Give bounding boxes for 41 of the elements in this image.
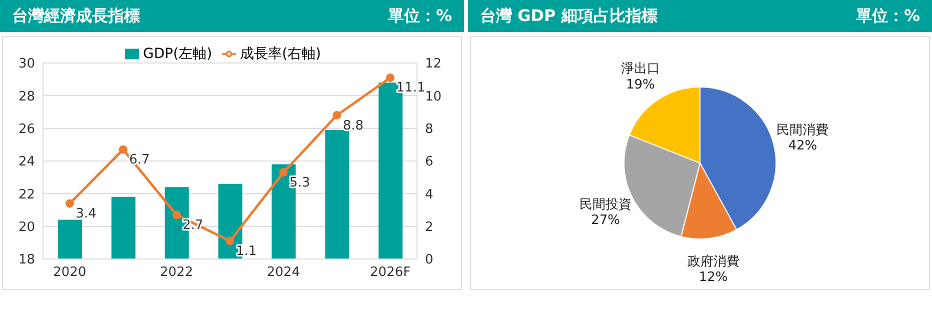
y-tick-label: 18 [18,252,35,268]
data-label: 19% [626,77,655,92]
y2-tick-label: 4 [425,187,434,202]
chart-title: 台灣經濟成長指標 [12,6,140,26]
y-tick-label: 28 [18,89,35,104]
y-tick-label: 22 [18,187,35,202]
point [226,236,234,246]
text: 單位：% [856,6,920,26]
y-tick-label: 26 [18,122,35,137]
point [65,199,74,208]
data-label: 27% [591,213,620,228]
point [386,73,395,82]
y2-tick-label: 6 [425,154,434,170]
slice-label: 民間消費 [776,123,829,138]
y2-tick-label: 8 [425,122,434,137]
slice-label: 政府消費 [687,254,740,270]
data-label: 42% [788,138,818,154]
chart-subtitle: 單位：% [388,6,452,26]
legend-label: 成長率(右軸) [240,46,321,62]
y-tick-label: 30 [18,56,35,72]
point [118,145,128,154]
x-tick-label: 2024 [266,265,300,280]
point [332,111,342,120]
chart-title: 台灣 GDP 細項占比指標 [480,6,658,26]
y2-tick-label: 10 [425,89,442,104]
x-tick-label: 2022 [160,265,194,280]
slice-label: 淨出口 [620,62,660,77]
x-tick-label: 2026F [370,265,411,280]
data-label: 8.8 [342,118,364,134]
point [172,210,181,220]
y-tick-label: 20 [18,220,35,235]
y-tick-label: 24 [18,154,35,170]
y2-tick-label: 12 [425,56,442,72]
y2-tick-label: 2 [425,220,434,235]
point [279,168,288,177]
data-label: 3.4 [76,206,96,222]
data-label: 12% [698,270,728,286]
legend-label: GDP(左軸) [143,46,212,62]
x-tick-label: 2020 [53,265,86,280]
slice-label: 民間投資 [580,198,632,213]
y2-tick-label: 0 [425,252,434,268]
